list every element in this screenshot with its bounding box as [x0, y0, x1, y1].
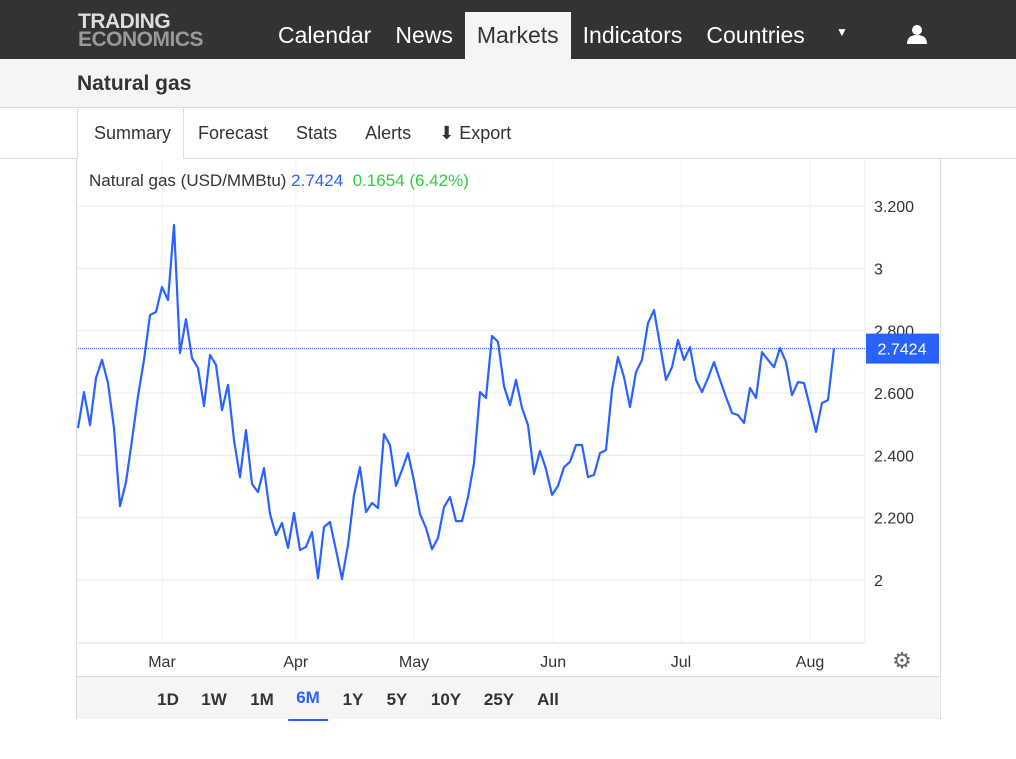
y-tick-label: 3 — [874, 261, 883, 278]
range-6m[interactable]: 6M — [288, 677, 328, 721]
price-series-line — [76, 223, 836, 581]
range-25y[interactable]: 25Y — [483, 690, 515, 709]
x-tick-label: Jul — [671, 654, 691, 671]
settings-gear-icon[interactable]: ⚙ — [892, 648, 912, 673]
legend-change: 0.1654 (6.42%) — [352, 171, 469, 190]
tab-export[interactable]: ⬇ Export — [439, 123, 512, 143]
range-1m[interactable]: 1M — [250, 690, 274, 709]
tab-forecast[interactable]: Forecast — [198, 123, 269, 143]
y-tick-label: 2 — [874, 573, 883, 590]
last-price-badge — [866, 333, 939, 364]
y-tick-label: 2.400 — [874, 448, 914, 465]
y-tick-label: 2.600 — [874, 386, 914, 403]
page-title: Natural gas — [77, 72, 192, 95]
tab-stats[interactable]: Stats — [296, 123, 338, 143]
nav-countries[interactable]: Countries — [706, 22, 805, 48]
nav-news[interactable]: News — [395, 22, 453, 48]
x-tick-label: Mar — [148, 654, 176, 671]
y-tick-label: 2.200 — [874, 511, 914, 528]
user-icon[interactable] — [906, 24, 928, 44]
range-1d[interactable]: 1D — [157, 690, 179, 709]
legend-price: 2.7424 — [291, 171, 344, 190]
logo[interactable]: TRADING ECONOMICS — [78, 10, 204, 51]
range-selector: 1D 1W 1M 6M 1Y 5Y 10Y 25Y All — [77, 676, 939, 721]
y-tick-label: 3.200 — [874, 199, 914, 216]
tab-summary[interactable]: Summary — [77, 108, 185, 159]
range-all[interactable]: All — [537, 690, 559, 709]
top-navbar: TRADING ECONOMICS Calendar News Markets I… — [0, 0, 1016, 59]
range-5y[interactable]: 5Y — [386, 690, 408, 709]
caret-down-icon[interactable]: ▼ — [836, 25, 848, 39]
nav-markets[interactable]: Markets — [464, 12, 571, 59]
x-tick-label: Jun — [540, 654, 566, 671]
nav-indicators[interactable]: Indicators — [582, 22, 683, 48]
nav-calendar[interactable]: Calendar — [278, 22, 372, 48]
tab-alerts[interactable]: Alerts — [365, 123, 412, 143]
last-price-label: 2.7424 — [878, 342, 927, 359]
download-icon: ⬇ — [439, 123, 455, 143]
range-1w[interactable]: 1W — [201, 690, 227, 709]
x-tick-label: Apr — [283, 654, 309, 671]
title-bar — [0, 59, 1016, 108]
x-tick-label: May — [399, 654, 429, 671]
range-1y[interactable]: 1Y — [342, 690, 364, 709]
x-tick-label: Aug — [796, 654, 824, 671]
range-10y[interactable]: 10Y — [430, 690, 462, 709]
chart-legend: Natural gas (USD/MMBtu) 2.7424 0.1654 (6… — [89, 171, 469, 190]
